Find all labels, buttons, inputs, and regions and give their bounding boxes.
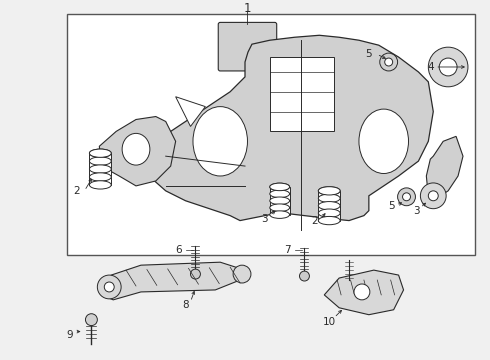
Text: 6: 6 — [175, 245, 182, 255]
Text: 4: 4 — [427, 62, 434, 72]
Ellipse shape — [90, 181, 111, 189]
Circle shape — [85, 314, 98, 325]
Ellipse shape — [90, 157, 111, 165]
Polygon shape — [141, 35, 433, 221]
Ellipse shape — [90, 149, 111, 157]
Ellipse shape — [90, 173, 111, 181]
Text: 1: 1 — [243, 2, 251, 15]
Text: 9: 9 — [66, 329, 73, 339]
Polygon shape — [175, 97, 205, 126]
Ellipse shape — [318, 202, 340, 210]
Circle shape — [104, 282, 114, 292]
Bar — [270, 57, 334, 131]
Bar — [318, 191, 340, 221]
Text: 2: 2 — [73, 186, 80, 196]
Circle shape — [191, 269, 200, 279]
Circle shape — [420, 183, 446, 209]
Ellipse shape — [270, 183, 290, 191]
Ellipse shape — [90, 165, 111, 173]
Text: 3: 3 — [262, 213, 268, 224]
Polygon shape — [101, 262, 245, 300]
Text: 5: 5 — [366, 49, 372, 59]
Circle shape — [233, 265, 251, 283]
Text: 2: 2 — [311, 216, 318, 226]
Ellipse shape — [359, 109, 409, 174]
Circle shape — [439, 58, 457, 76]
Circle shape — [299, 271, 309, 281]
Ellipse shape — [318, 209, 340, 217]
Circle shape — [397, 188, 416, 206]
Ellipse shape — [270, 183, 290, 191]
Text: 8: 8 — [182, 300, 189, 310]
Ellipse shape — [270, 204, 290, 211]
Bar — [270, 187, 290, 215]
Circle shape — [380, 53, 397, 71]
Bar — [67, 14, 475, 255]
Circle shape — [385, 58, 392, 66]
Text: 10: 10 — [323, 317, 336, 327]
Polygon shape — [99, 117, 175, 186]
Circle shape — [98, 275, 121, 299]
Text: 3: 3 — [413, 206, 420, 216]
Circle shape — [354, 284, 370, 300]
Ellipse shape — [270, 197, 290, 204]
Ellipse shape — [318, 216, 340, 225]
Ellipse shape — [122, 133, 150, 165]
Ellipse shape — [318, 187, 340, 195]
Polygon shape — [324, 270, 404, 315]
Polygon shape — [426, 136, 463, 199]
FancyBboxPatch shape — [218, 22, 277, 71]
Circle shape — [403, 193, 411, 201]
Text: 5: 5 — [389, 201, 395, 211]
Ellipse shape — [270, 211, 290, 219]
Ellipse shape — [193, 107, 247, 176]
Ellipse shape — [318, 194, 340, 202]
Ellipse shape — [90, 149, 111, 157]
Circle shape — [428, 47, 468, 87]
Text: 7: 7 — [284, 245, 291, 255]
Bar — [90, 153, 111, 185]
Ellipse shape — [270, 190, 290, 198]
Circle shape — [428, 191, 438, 201]
Ellipse shape — [318, 187, 340, 195]
